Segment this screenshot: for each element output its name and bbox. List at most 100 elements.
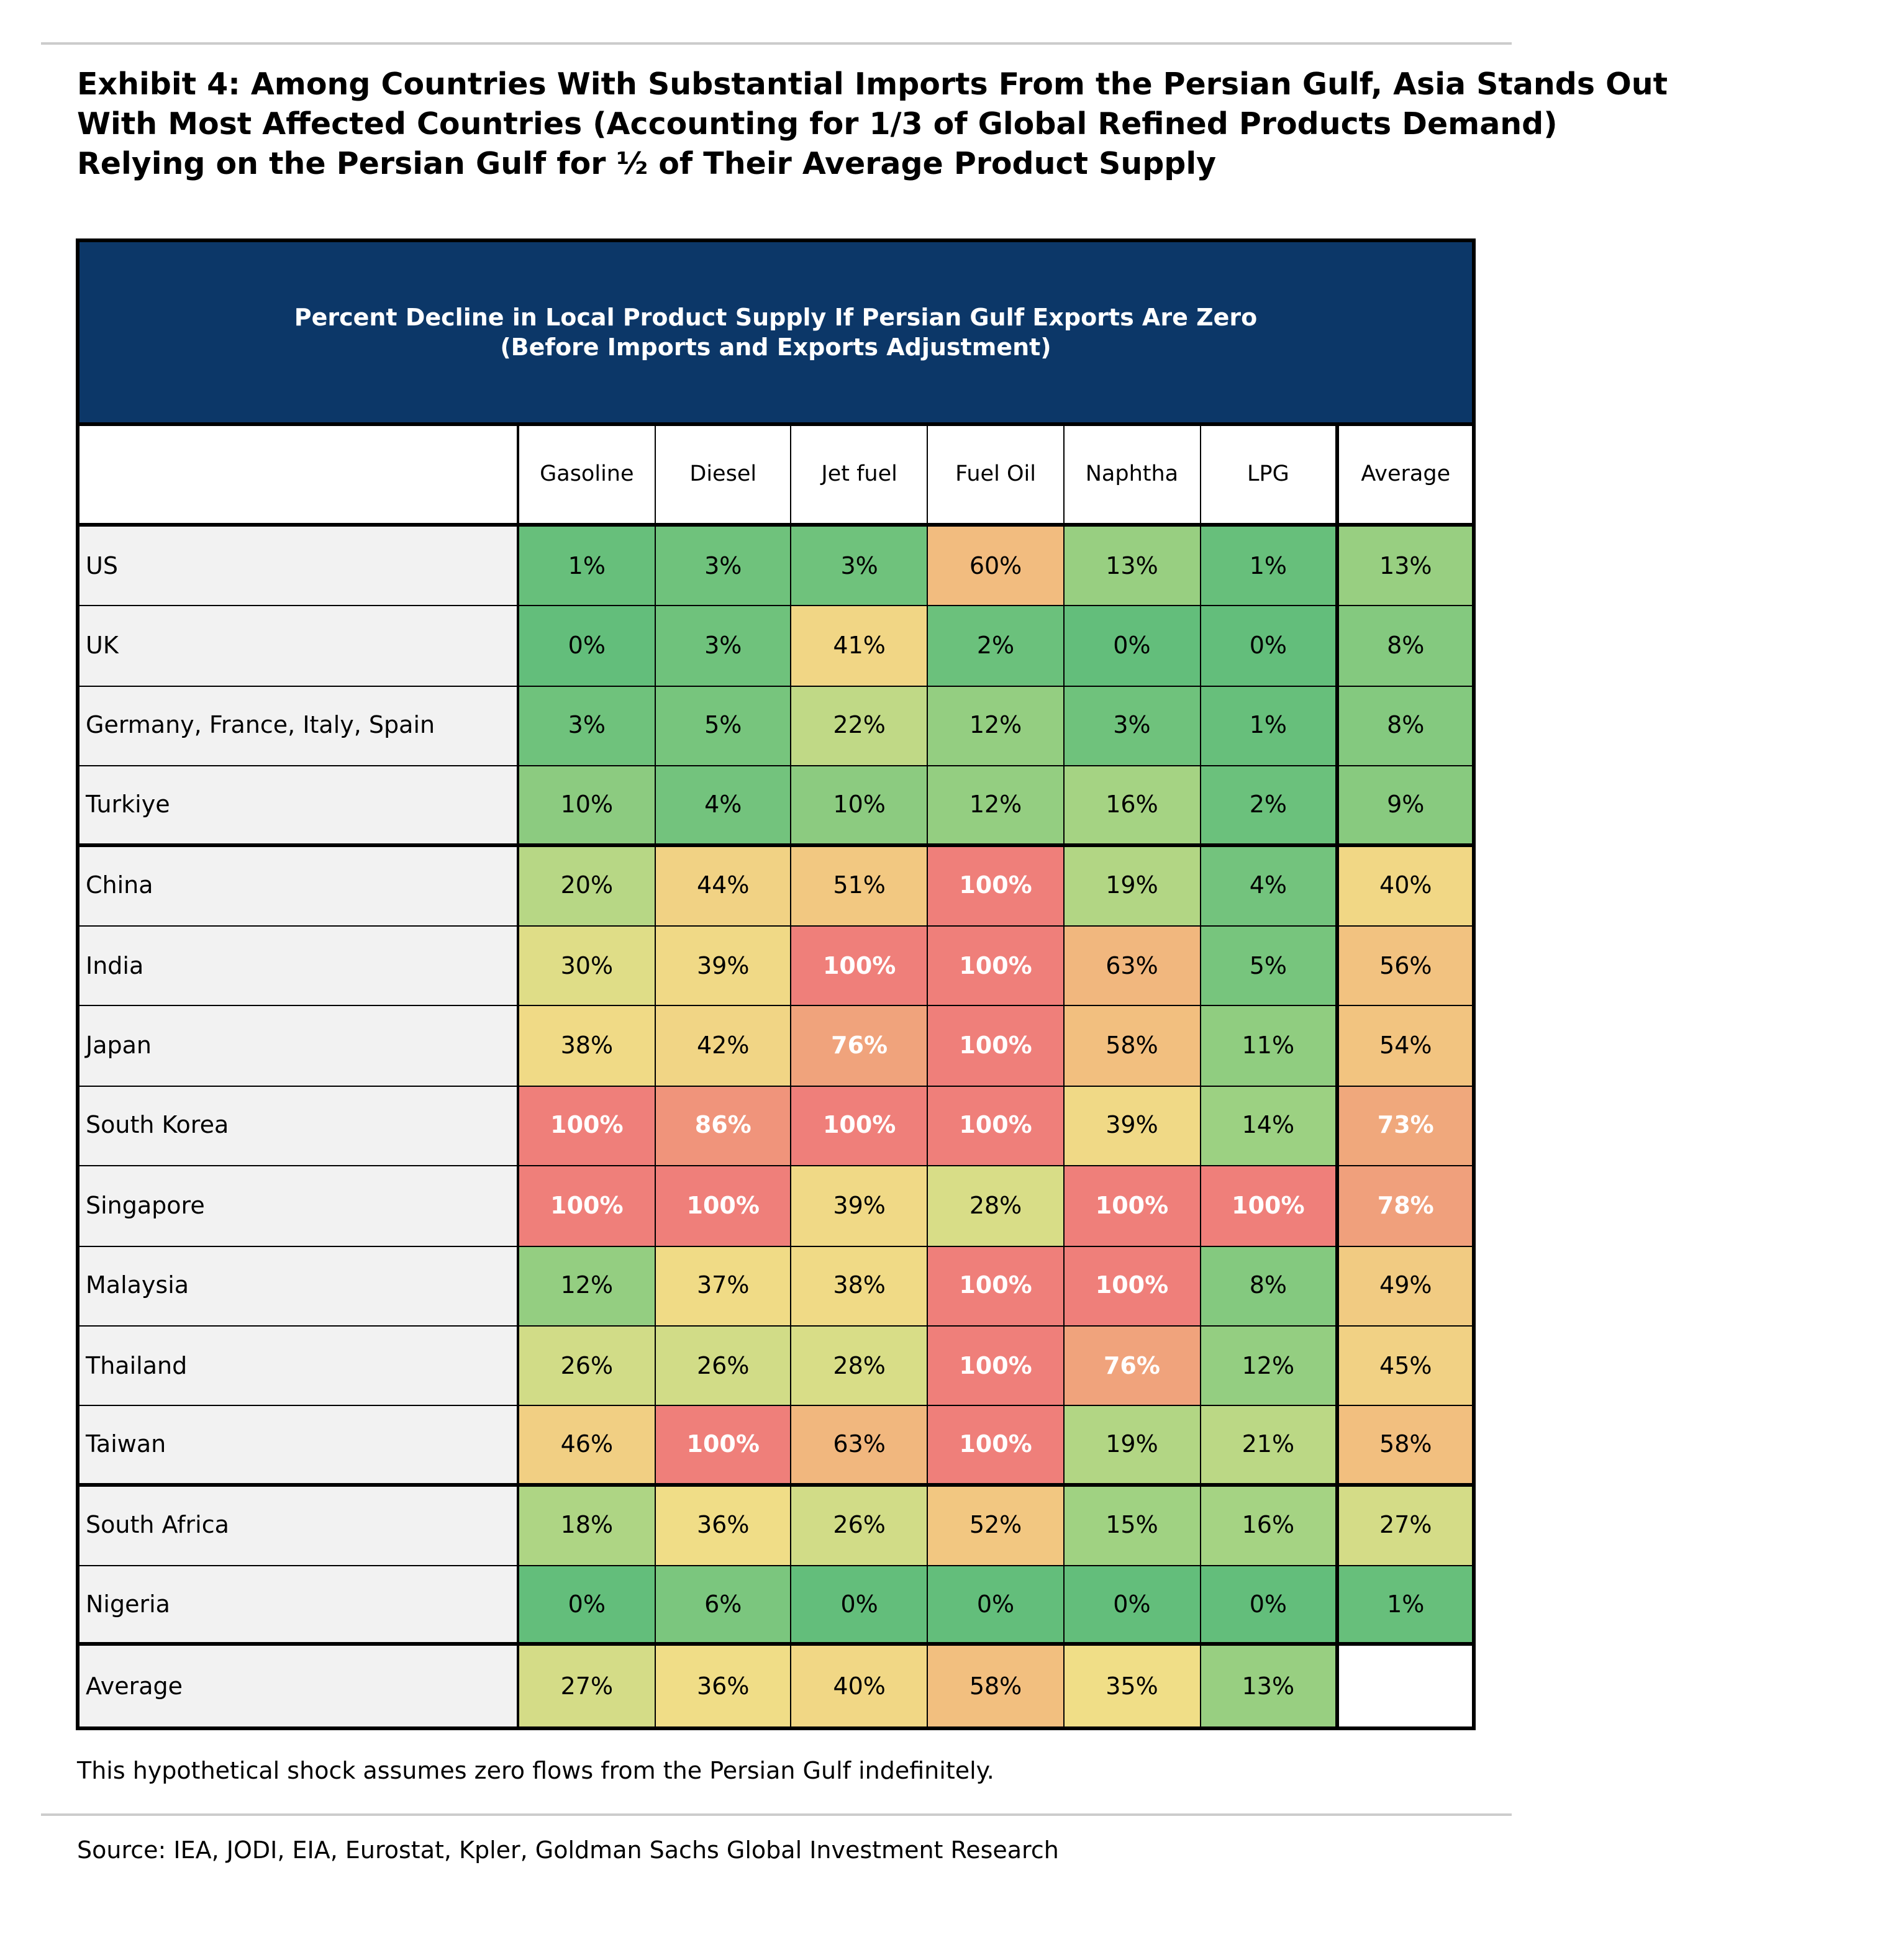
- row-label: Nigeria: [79, 1566, 520, 1643]
- column-header: LPG: [1201, 426, 1337, 523]
- heatmap-table: Percent Decline in Local Product Supply …: [76, 238, 1476, 1730]
- value-cell: 46%: [519, 1406, 656, 1483]
- value-cell: 0%: [519, 606, 656, 686]
- value-cell: 13%: [1337, 527, 1472, 606]
- value-cell: 10%: [519, 766, 656, 843]
- value-cell: 0%: [928, 1566, 1065, 1643]
- value-cell: 9%: [1337, 766, 1472, 843]
- value-cell: 100%: [1064, 1166, 1201, 1246]
- table-row: US 1% 3% 3% 60% 13% 1% 13%: [79, 527, 1472, 607]
- value-cell: 100%: [519, 1166, 656, 1246]
- value-cell: 39%: [791, 1166, 929, 1246]
- value-cell: 0%: [1201, 606, 1337, 686]
- row-label: Average: [79, 1646, 520, 1726]
- value-cell: 26%: [655, 1326, 792, 1405]
- value-cell: 12%: [519, 1246, 656, 1325]
- table-row: China 20% 44% 51% 100% 19% 4% 40%: [79, 846, 1472, 927]
- table-row: Nigeria 0% 6% 0% 0% 0% 0% 1%: [79, 1566, 1472, 1646]
- value-cell: 58%: [1064, 1006, 1201, 1086]
- value-cell: 100%: [928, 1406, 1065, 1483]
- banner-line: (Before Imports and Exports Adjustment): [500, 333, 1051, 361]
- bottom-divider: [41, 1813, 1512, 1816]
- value-cell: 16%: [1064, 766, 1201, 843]
- value-cell: 14%: [1201, 1086, 1337, 1166]
- value-cell: 63%: [1064, 926, 1201, 1005]
- value-cell: 56%: [1337, 926, 1472, 1005]
- value-cell: 40%: [791, 1646, 929, 1726]
- table-row: Singapore 100% 100% 39% 28% 100% 100% 78%: [79, 1166, 1472, 1247]
- value-cell: 26%: [791, 1486, 929, 1566]
- row-label: Taiwan: [79, 1406, 520, 1483]
- value-cell: 3%: [519, 686, 656, 766]
- table-row: Taiwan 46% 100% 63% 100% 19% 21% 58%: [79, 1406, 1472, 1487]
- value-cell: 10%: [791, 766, 929, 843]
- row-label: US: [79, 527, 520, 606]
- value-cell: 52%: [928, 1486, 1065, 1566]
- table-row: South Korea 100% 86% 100% 100% 39% 14% 73%: [79, 1086, 1472, 1167]
- value-cell: 100%: [655, 1406, 792, 1483]
- value-cell: 15%: [1064, 1486, 1201, 1566]
- title-line: Exhibit 4: Among Countries With Substant…: [77, 66, 1668, 102]
- value-cell: 100%: [928, 1006, 1065, 1086]
- value-cell: 58%: [1337, 1406, 1472, 1483]
- value-cell: [1337, 1646, 1472, 1726]
- value-cell: 0%: [791, 1566, 929, 1643]
- value-cell: 12%: [928, 766, 1065, 843]
- table-row: Germany, France, Italy, Spain 3% 5% 22% 12% 3…: [79, 686, 1472, 767]
- row-label: Thailand: [79, 1326, 520, 1405]
- value-cell: 37%: [655, 1246, 792, 1325]
- exhibit-title: Exhibit 4: Among Countries With Substant…: [77, 65, 1866, 184]
- value-cell: 20%: [519, 846, 656, 925]
- column-header: Naphtha: [1064, 426, 1201, 523]
- column-header: Gasoline: [519, 426, 656, 523]
- title-line: Relying on the Persian Gulf for ½ of The…: [77, 145, 1217, 181]
- value-cell: 2%: [928, 606, 1065, 686]
- value-cell: 36%: [655, 1486, 792, 1566]
- column-header: Jet fuel: [791, 426, 929, 523]
- value-cell: 100%: [1064, 1246, 1201, 1325]
- column-header: Fuel Oil: [928, 426, 1065, 523]
- column-header: Diesel: [655, 426, 792, 523]
- table-row: Average 27% 36% 40% 58% 35% 13%: [79, 1646, 1472, 1726]
- value-cell: 4%: [655, 766, 792, 843]
- value-cell: 39%: [1064, 1086, 1201, 1166]
- value-cell: 5%: [1201, 926, 1337, 1005]
- table-row: Turkiye 10% 4% 10% 12% 16% 2% 9%: [79, 766, 1472, 847]
- value-cell: 27%: [1337, 1486, 1472, 1566]
- value-cell: 100%: [928, 926, 1065, 1005]
- table-row: Japan 38% 42% 76% 100% 58% 11% 54%: [79, 1006, 1472, 1087]
- table-row: UK 0% 3% 41% 2% 0% 0% 8%: [79, 606, 1472, 687]
- value-cell: 11%: [1201, 1006, 1337, 1086]
- value-cell: 12%: [1201, 1326, 1337, 1405]
- value-cell: 13%: [1201, 1646, 1337, 1726]
- value-cell: 51%: [791, 846, 929, 925]
- value-cell: 0%: [1064, 606, 1201, 686]
- value-cell: 28%: [791, 1326, 929, 1405]
- row-label: UK: [79, 606, 520, 686]
- value-cell: 6%: [655, 1566, 792, 1643]
- value-cell: 5%: [655, 686, 792, 766]
- value-cell: 1%: [1201, 527, 1337, 606]
- value-cell: 0%: [519, 1566, 656, 1643]
- footnote: This hypothetical shock assumes zero flo…: [77, 1758, 994, 1785]
- table-row: Malaysia 12% 37% 38% 100% 100% 8% 49%: [79, 1246, 1472, 1327]
- value-cell: 76%: [791, 1006, 929, 1086]
- value-cell: 35%: [1064, 1646, 1201, 1726]
- value-cell: 100%: [928, 846, 1065, 925]
- value-cell: 36%: [655, 1646, 792, 1726]
- value-cell: 0%: [1201, 1566, 1337, 1643]
- row-label: Turkiye: [79, 766, 520, 843]
- source-note: Source: IEA, JODI, EIA, Eurostat, Kpler,…: [77, 1837, 1059, 1864]
- value-cell: 30%: [519, 926, 656, 1005]
- value-cell: 1%: [1201, 686, 1337, 766]
- table-banner: Percent Decline in Local Product Supply …: [79, 242, 1472, 426]
- row-label: Japan: [79, 1006, 520, 1086]
- column-header: Average: [1337, 426, 1472, 523]
- value-cell: 86%: [655, 1086, 792, 1166]
- value-cell: 12%: [928, 686, 1065, 766]
- value-cell: 0%: [1064, 1566, 1201, 1643]
- value-cell: 100%: [928, 1246, 1065, 1325]
- value-cell: 4%: [1201, 846, 1337, 925]
- row-label: South Africa: [79, 1486, 520, 1566]
